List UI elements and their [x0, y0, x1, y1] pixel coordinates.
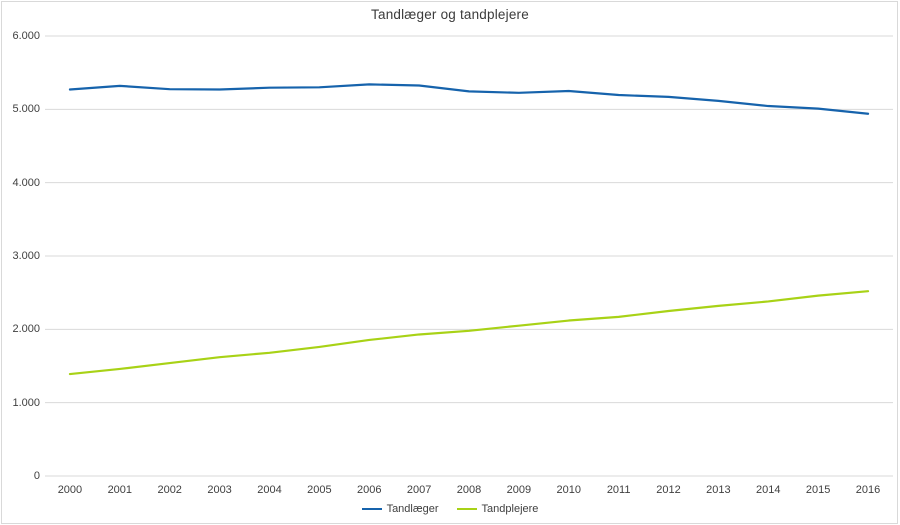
x-axis-tick-label: 2009 — [506, 484, 532, 496]
x-axis-tick-label: 2005 — [307, 484, 332, 496]
x-axis-tick-label: 2007 — [406, 484, 432, 496]
chart-title: Tandlæger og tandplejere — [371, 7, 529, 22]
y-axis-tick-label: 0 — [33, 470, 40, 482]
series-line-tandlæger — [68, 83, 870, 115]
x-axis-tick-label: 2015 — [805, 484, 831, 496]
legend-line-swatch-tandplejere — [456, 508, 477, 510]
legend-label-tandplejere: Tandplejere — [481, 503, 539, 515]
x-axis-tick-label: 2012 — [656, 484, 681, 496]
y-axis-tick-label: 5.000 — [12, 103, 40, 116]
x-axis-tick-label: 2006 — [356, 484, 382, 496]
legend-line-swatch-tandlaeger — [361, 508, 382, 510]
y-axis-tick-label: 2.000 — [12, 323, 40, 336]
x-axis-tick-label: 2001 — [107, 484, 133, 496]
x-axis-tick-label: 2011 — [606, 484, 631, 496]
series-line-tandplejere — [68, 290, 870, 376]
x-axis-tick-label: 2010 — [556, 484, 581, 496]
x-axis-tick-label: 2002 — [157, 484, 182, 496]
x-axis-tick-label: 2014 — [756, 484, 781, 496]
legend-label-tandlaeger: Tandlæger — [386, 503, 439, 515]
y-axis-tick-label: 4.000 — [12, 176, 40, 189]
x-axis-tick-label: 2016 — [855, 484, 881, 496]
y-axis-tick-label: 3.000 — [12, 250, 40, 262]
x-axis-tick-label: 2003 — [207, 484, 232, 496]
legend: Tandlæger Tandplejere — [0, 503, 900, 515]
x-axis-tick-label: 2008 — [456, 484, 482, 496]
x-axis-tick-label: 2013 — [706, 484, 731, 496]
y-axis-tick-label: 6.000 — [12, 30, 40, 42]
legend-item-tandplejere: Tandplejere — [456, 503, 539, 515]
legend-item-tandlaeger: Tandlæger — [361, 503, 439, 515]
y-axis-tick-label: 1.000 — [12, 396, 40, 409]
x-axis-tick-label: 2004 — [257, 484, 282, 496]
x-axis-tick-label: 2000 — [57, 484, 83, 496]
